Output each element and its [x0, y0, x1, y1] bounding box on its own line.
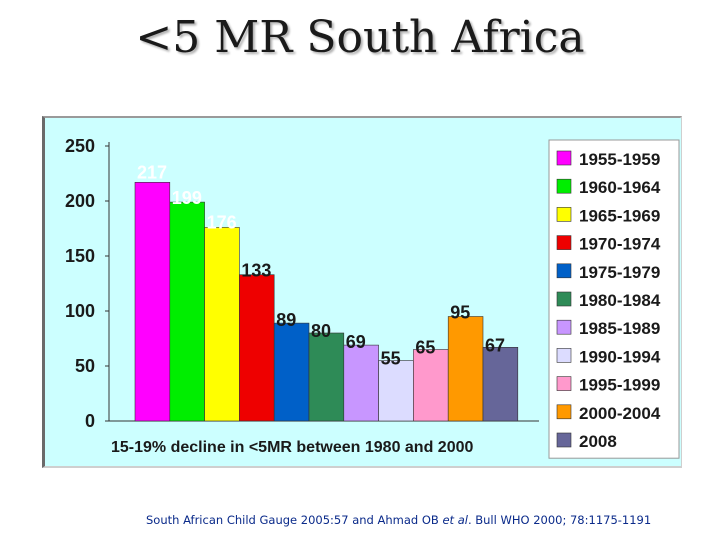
legend-swatch-1980-1984 [556, 291, 572, 307]
bar-1995-1999 [413, 349, 449, 422]
legend-swatch-1970-1974 [556, 235, 572, 250]
legend-swatch-1975-1979 [556, 263, 572, 279]
footnote-et-al: et al [442, 513, 468, 527]
bar-2008 [482, 347, 519, 422]
bar-1960-1964 [169, 201, 205, 422]
chart-panel: 0 50 100 150 200 250 217 199 176 133 89 80 69 55 65 95 6… [42, 116, 682, 468]
legend-swatch-2008 [556, 432, 572, 448]
bar-value-label: 133 [241, 261, 271, 281]
bar-value-label: 80 [311, 321, 331, 341]
bar-value-label: 217 [137, 162, 167, 182]
legend-swatch-1955-1959 [556, 150, 572, 166]
y-tick-label: 150 [65, 246, 95, 266]
legend-label: 2000-2004 [579, 404, 661, 423]
bar-1975-1979 [273, 322, 310, 422]
y-tick-label: 0 [85, 411, 95, 431]
legend-label: 1975-1979 [579, 263, 660, 282]
bar-2000-2004 [447, 316, 484, 422]
bar-value-label: 65 [415, 338, 435, 358]
legend-label: 1970-1974 [579, 235, 661, 254]
bar-value-label: 67 [485, 335, 505, 355]
bar-1985-1989 [343, 344, 379, 422]
legend-swatch-1990-1994 [556, 348, 572, 363]
legend-label: 1990-1994 [579, 347, 661, 366]
bar-value-label: 69 [346, 332, 366, 352]
legend-label: 2008 [579, 432, 617, 451]
bar-1955-1959 [134, 182, 171, 422]
bar-1990-1994 [378, 360, 414, 422]
y-tick-label: 200 [65, 191, 95, 211]
y-tick-label: 100 [65, 301, 95, 321]
legend-label: 1955-1959 [579, 150, 660, 169]
bar-value-label: 95 [450, 303, 470, 323]
legend-swatch-1995-1999 [556, 376, 572, 391]
source-footnote: South African Child Gauge 2005:57 and Ah… [146, 513, 716, 527]
bar-value-label: 176 [207, 212, 237, 232]
legend-label: 1985-1989 [579, 319, 660, 338]
legend-label: 1980-1984 [579, 291, 661, 310]
y-tick-label: 50 [75, 356, 95, 376]
legend-swatch-2000-2004 [556, 404, 572, 420]
legend-label: 1960-1964 [579, 178, 661, 197]
chart-annotation: 15-19% decline in <5MR between 1980 and … [111, 439, 473, 456]
legend-label: 1995-1999 [579, 376, 660, 395]
legend-swatch-1960-1964 [556, 178, 572, 194]
bar-value-label: 55 [381, 349, 401, 369]
bar-1965-1969 [204, 227, 240, 422]
legend-swatch-1985-1989 [556, 319, 572, 335]
bar-value-label: 199 [172, 188, 202, 208]
slide-title: <5 MR South Africa [135, 12, 585, 63]
bar-1980-1984 [308, 332, 345, 422]
legend-swatch-1965-1969 [556, 207, 572, 222]
footnote-text-pre: South African Child Gauge 2005:57 and Ah… [146, 513, 443, 527]
legend-label: 1965-1969 [579, 206, 660, 225]
footnote-text-post: . Bull WHO 2000; 78:1175-1191 [467, 513, 652, 527]
bar-value-label: 89 [276, 310, 296, 330]
bar-1970-1974 [239, 274, 275, 422]
y-tick-label: 250 [65, 136, 95, 156]
